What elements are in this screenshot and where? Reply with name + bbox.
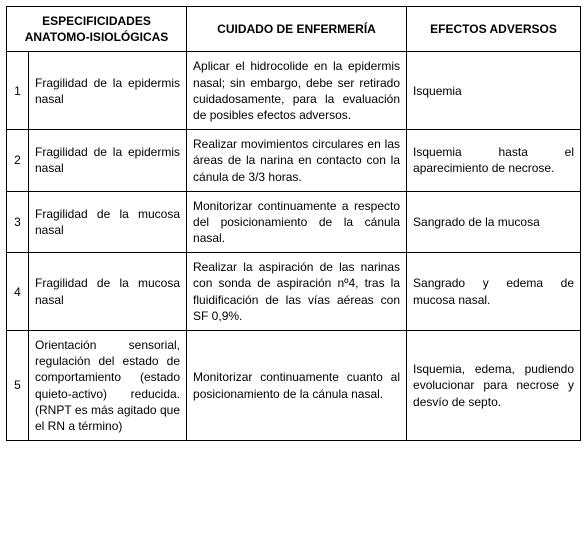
cell-effects: Sangrado de la mucosa bbox=[407, 191, 581, 253]
cell-spec: Orientación sensorial, regulación del es… bbox=[29, 331, 187, 441]
header-spec: ESPECIFICIDADES ANATOMO-ISIOLÓGICAS bbox=[7, 7, 187, 52]
cell-spec: Fragilidad de la epidermis nasal bbox=[29, 130, 187, 192]
cell-care: Realizar movimientos circulares en las á… bbox=[187, 130, 407, 192]
cell-care: Realizar la aspiración de las narinas co… bbox=[187, 253, 407, 331]
row-number: 3 bbox=[7, 191, 29, 253]
cell-care: Monitorizar continuamente cuanto al posi… bbox=[187, 331, 407, 441]
table-row: 5 Orientación sensorial, regulación del … bbox=[7, 331, 581, 441]
cell-effects: Isquemia bbox=[407, 52, 581, 130]
table-body: 1 Fragilidad de la epidermis nasal Aplic… bbox=[7, 52, 581, 441]
row-number: 5 bbox=[7, 331, 29, 441]
cell-effects: Isquemia, edema, pudiendo evolucionar pa… bbox=[407, 331, 581, 441]
header-effects: EFECTOS ADVERSOS bbox=[407, 7, 581, 52]
header-care: CUIDADO DE ENFERMERÍA bbox=[187, 7, 407, 52]
row-number: 4 bbox=[7, 253, 29, 331]
header-row: ESPECIFICIDADES ANATOMO-ISIOLÓGICAS CUID… bbox=[7, 7, 581, 52]
page-container: ESPECIFICIDADES ANATOMO-ISIOLÓGICAS CUID… bbox=[0, 0, 586, 447]
table-header: ESPECIFICIDADES ANATOMO-ISIOLÓGICAS CUID… bbox=[7, 7, 581, 52]
cell-spec: Fragilidad de la mucosa nasal bbox=[29, 253, 187, 331]
cell-care: Monitorizar continuamente a respecto del… bbox=[187, 191, 407, 253]
row-number: 1 bbox=[7, 52, 29, 130]
nursing-care-table: ESPECIFICIDADES ANATOMO-ISIOLÓGICAS CUID… bbox=[6, 6, 581, 441]
cell-effects: Isquemia hasta el aparecimiento de necro… bbox=[407, 130, 581, 192]
cell-care: Aplicar el hidrocolide en la epidermis n… bbox=[187, 52, 407, 130]
cell-spec: Fragilidad de la mucosa nasal bbox=[29, 191, 187, 253]
row-number: 2 bbox=[7, 130, 29, 192]
table-row: 2 Fragilidad de la epidermis nasal Reali… bbox=[7, 130, 581, 192]
cell-spec: Fragilidad de la epidermis nasal bbox=[29, 52, 187, 130]
table-row: 3 Fragilidad de la mucosa nasal Monitori… bbox=[7, 191, 581, 253]
table-row: 4 Fragilidad de la mucosa nasal Realizar… bbox=[7, 253, 581, 331]
cell-effects: Sangrado y edema de mucosa nasal. bbox=[407, 253, 581, 331]
table-row: 1 Fragilidad de la epidermis nasal Aplic… bbox=[7, 52, 581, 130]
